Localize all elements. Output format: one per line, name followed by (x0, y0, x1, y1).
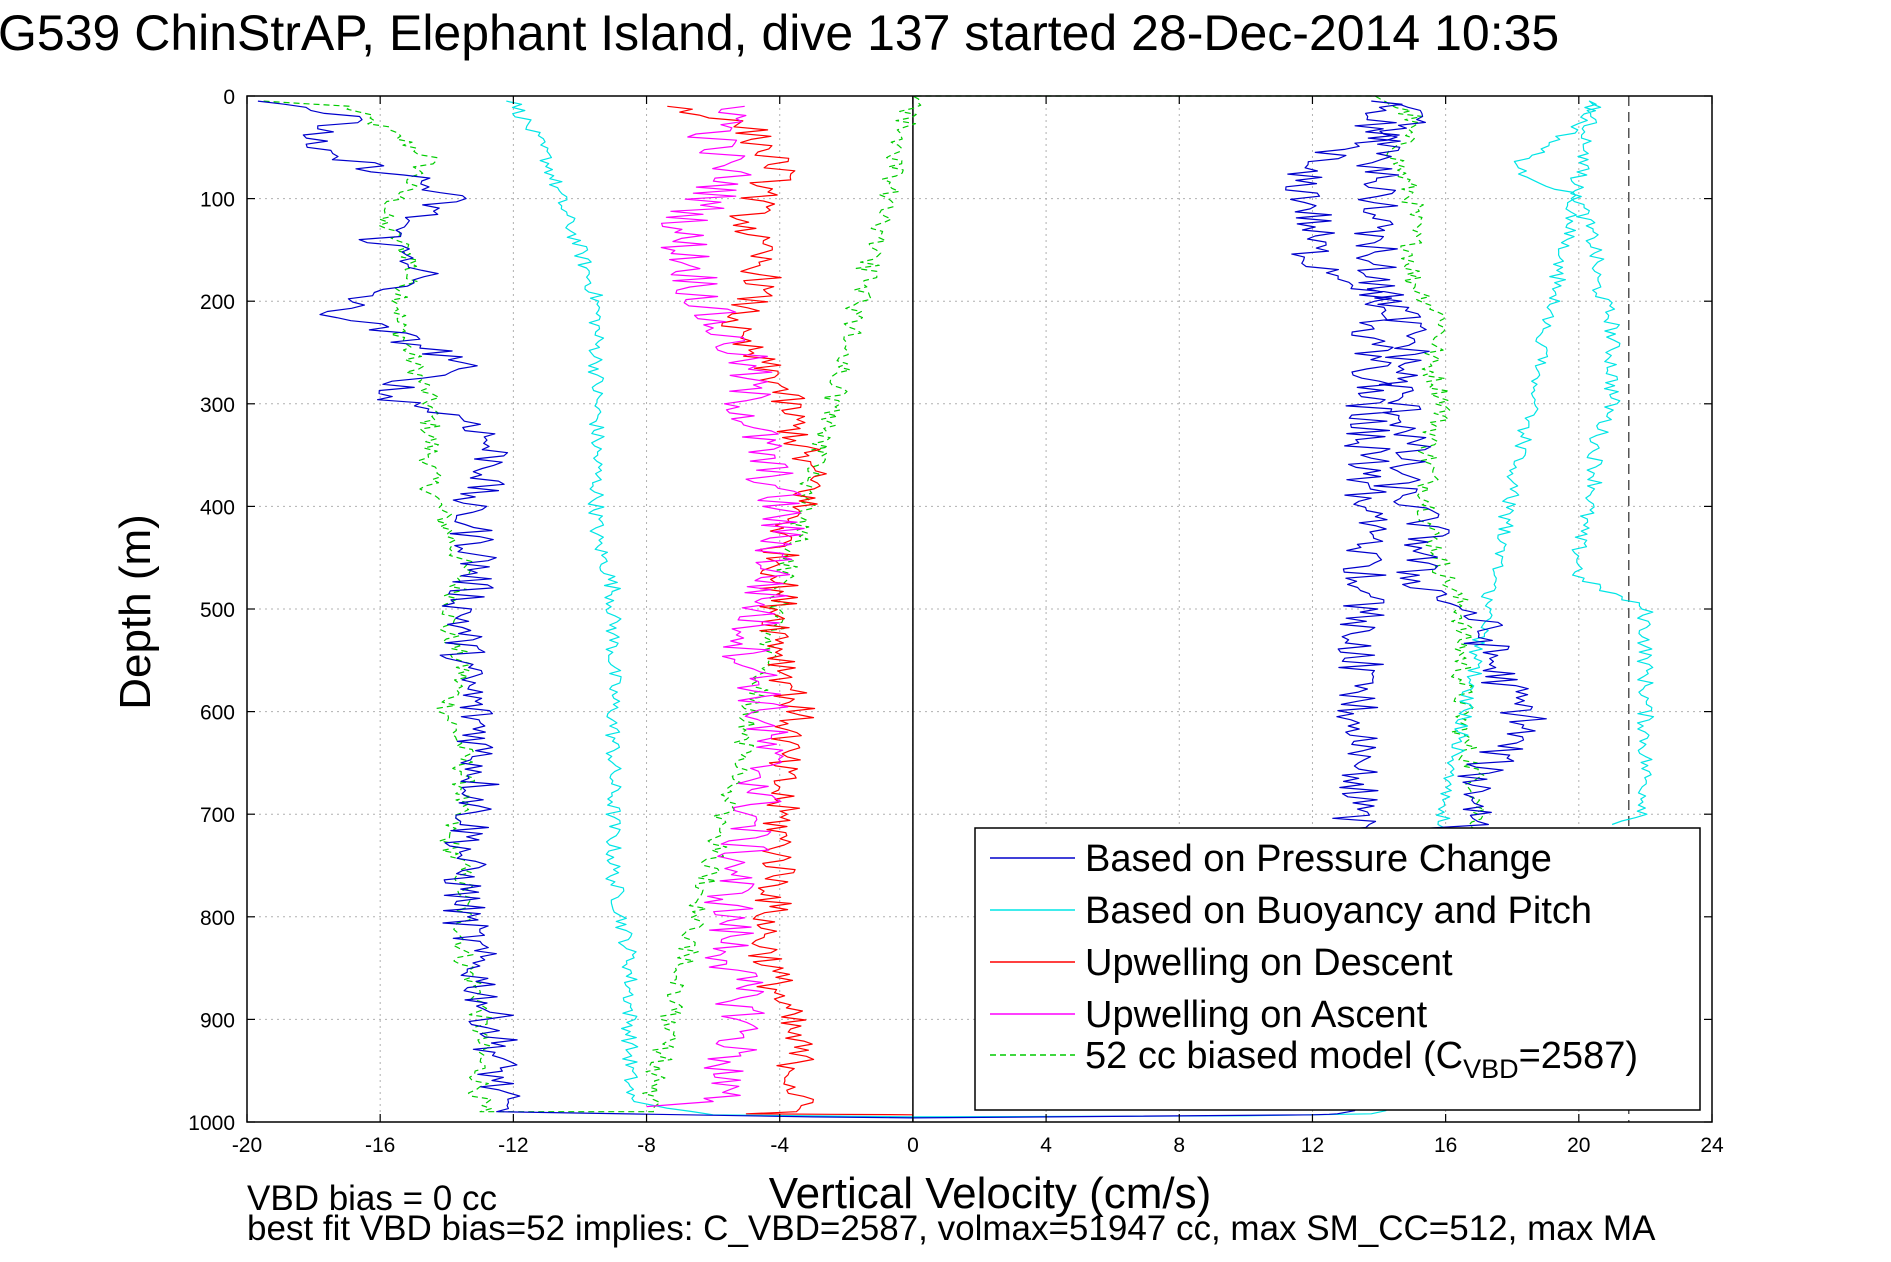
legend: Based on Pressure Change Based on Buoyanc… (974, 827, 1701, 1111)
x-tick-label: 16 (1434, 1134, 1457, 1157)
legend-label: Upwelling on Descent (1085, 942, 1453, 984)
legend-label: 52 cc biased model (CVBD=2587) (1085, 1035, 1638, 1084)
y-tick-label: 700 (200, 804, 235, 827)
x-tick-label: 20 (1567, 1134, 1590, 1157)
y-tick-label: 400 (200, 496, 235, 519)
y-tick-label: 500 (200, 599, 235, 622)
y-tick-label: 200 (200, 291, 235, 314)
series-line-3 (646, 105, 805, 1108)
series-line-0 (257, 100, 1547, 1119)
series-line-2 (667, 105, 913, 1116)
x-tick-label: 24 (1700, 1134, 1724, 1157)
y-tick-label: 900 (200, 1009, 235, 1032)
x-axis-ticks: -20 -16 -12 -8 -4 0 4 8 12 16 20 24 (232, 96, 1724, 1157)
x-tick-label: 12 (1301, 1134, 1324, 1157)
x-tick-label: -12 (498, 1134, 528, 1157)
x-tick-label: 8 (1173, 1134, 1185, 1157)
x-tick-label: 4 (1040, 1134, 1052, 1157)
x-tick-label: -8 (637, 1134, 656, 1157)
x-tick-label: -4 (770, 1134, 789, 1157)
x-tick-label: -16 (365, 1134, 395, 1157)
legend-box (974, 827, 1701, 1111)
y-axis-ticks: 0 100 200 300 400 500 600 700 800 900 1000 (188, 86, 1712, 1135)
footnote-vbd-bias: VBD bias = 0 cc (247, 1179, 497, 1218)
y-tick-label: 100 (200, 189, 235, 212)
series-line-1 (506, 100, 1655, 1118)
y-tick-label: 1000 (188, 1112, 235, 1135)
y-axis-label: Depth (m) (111, 514, 160, 710)
x-tick-label: 0 (907, 1134, 919, 1157)
legend-label: Upwelling on Ascent (1085, 994, 1428, 1036)
y-tick-label: 300 (200, 394, 235, 417)
series-layer (257, 95, 1655, 1119)
x-axis-label: Vertical Velocity (cm/s) (769, 1169, 1212, 1218)
chart-title: G539 ChinStrAP, Elephant Island, dive 13… (0, 5, 1559, 61)
x-tick-label: -20 (232, 1134, 262, 1157)
y-tick-label: 600 (200, 702, 235, 725)
footnote-best-fit: best fit VBD bias=52 implies: C_VBD=2587… (247, 1209, 1656, 1248)
legend-label: Based on Buoyancy and Pitch (1085, 890, 1592, 932)
y-tick-label: 0 (223, 86, 235, 109)
legend-label: Based on Pressure Change (1085, 838, 1552, 880)
y-tick-label: 800 (200, 907, 235, 930)
